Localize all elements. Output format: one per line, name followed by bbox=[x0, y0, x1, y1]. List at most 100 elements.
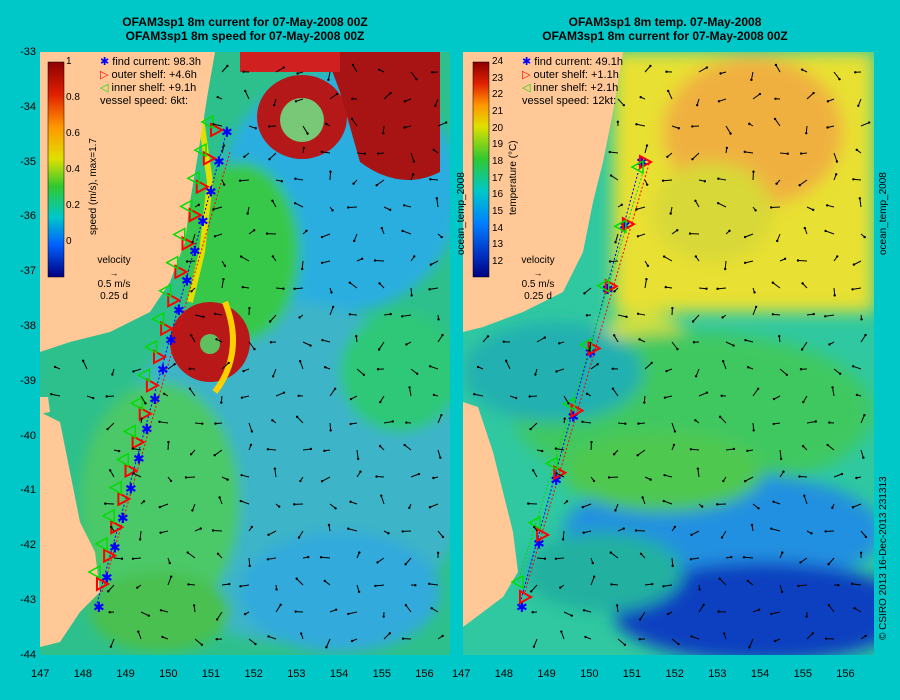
velocity-vector-head bbox=[721, 536, 723, 538]
velocity-vector-head bbox=[187, 583, 189, 585]
velocity-vector-head bbox=[283, 66, 285, 68]
velocity-vector-head bbox=[293, 288, 295, 290]
velocity-vector-head bbox=[429, 506, 431, 508]
velocity-vector-head bbox=[722, 360, 724, 362]
velocity-vector-head bbox=[748, 646, 750, 648]
velocity-vector-head bbox=[405, 604, 407, 606]
velocity-vector-head bbox=[300, 632, 302, 634]
velocity-vector-head bbox=[744, 339, 746, 341]
velocity-vector-head bbox=[331, 209, 333, 211]
velocity-vector-head bbox=[676, 229, 678, 231]
velocity-vector-head bbox=[810, 532, 812, 534]
find-current-marker: ✱ bbox=[133, 451, 145, 467]
velocity-vector-head bbox=[752, 170, 754, 172]
velocity-vector-head bbox=[487, 335, 489, 337]
find-current-marker: ✱ bbox=[149, 391, 161, 407]
left-velocity-speed: 0.5 m/s bbox=[84, 279, 144, 291]
velocity-vector-head bbox=[857, 105, 859, 107]
velocity-vector-head bbox=[392, 420, 394, 422]
velocity-vector-head bbox=[690, 635, 692, 637]
velocity-vector-head bbox=[505, 360, 507, 362]
find-current-marker: ✱ bbox=[213, 154, 225, 170]
velocity-vector-head bbox=[408, 386, 410, 388]
velocity-vector-head bbox=[639, 638, 641, 640]
velocity-vector-head bbox=[303, 147, 305, 149]
velocity-vector-head bbox=[610, 551, 612, 553]
velocity-vector-head bbox=[412, 173, 414, 175]
velocity-vector-head bbox=[692, 320, 694, 322]
velocity-vector-head bbox=[815, 420, 817, 422]
velocity-vector-head bbox=[698, 588, 700, 590]
velocity-vector-head bbox=[110, 645, 112, 647]
velocity-vector-head bbox=[198, 204, 200, 206]
velocity-vector-head bbox=[836, 160, 838, 162]
velocity-vector-head bbox=[170, 575, 172, 577]
velocity-vector-head bbox=[566, 500, 568, 502]
velocity-vector-head bbox=[677, 643, 679, 645]
velocity-vector-head bbox=[352, 183, 354, 185]
velocity-vector-head bbox=[328, 524, 330, 526]
velocity-vector-head bbox=[167, 441, 169, 443]
velocity-vector-head bbox=[332, 306, 334, 308]
right-velocity-duration: 0.25 d bbox=[508, 291, 568, 303]
velocity-vector-head bbox=[701, 505, 703, 507]
colorbar-tick: 1 bbox=[66, 56, 72, 67]
velocity-vector-head bbox=[646, 183, 648, 185]
velocity-vector-head bbox=[674, 430, 676, 432]
velocity-vector-head bbox=[624, 422, 626, 424]
velocity-vector-head bbox=[719, 578, 721, 580]
velocity-vector-head bbox=[403, 126, 405, 128]
velocity-vector-head bbox=[805, 615, 807, 617]
left-title-line1: OFAM3sp1 8m current for 07-May-2008 00Z bbox=[35, 15, 455, 29]
velocity-vector-head bbox=[439, 457, 441, 459]
velocity-vector-head bbox=[862, 457, 864, 459]
velocity-vector-head bbox=[608, 476, 610, 478]
temperature-colorbar-label: temperature (°C) bbox=[508, 140, 519, 215]
velocity-vector-head bbox=[774, 640, 776, 642]
left-outer-shelf: outer shelf: +4.6h bbox=[112, 69, 197, 81]
velocity-vector-head bbox=[617, 121, 619, 123]
velocity-vector-head bbox=[593, 575, 595, 577]
velocity-vector-head bbox=[415, 78, 417, 80]
velocity-vector-head bbox=[121, 558, 123, 560]
left-velocity-title: velocity bbox=[84, 255, 144, 267]
velocity-vector-head bbox=[216, 96, 218, 98]
find-current-marker-icon: ✱ bbox=[522, 56, 531, 68]
velocity-vector-head bbox=[775, 64, 777, 66]
velocity-vector-head bbox=[418, 473, 420, 475]
velocity-vector-head bbox=[442, 635, 444, 637]
velocity-vector-head bbox=[214, 235, 216, 237]
velocity-vector-head bbox=[759, 93, 761, 95]
velocity-vector-head bbox=[274, 467, 276, 469]
velocity-vector-head bbox=[445, 121, 447, 123]
left-find-current: find current: 98.3h bbox=[112, 56, 201, 68]
velocity-vector-head bbox=[268, 125, 270, 127]
velocity-vector-head bbox=[336, 93, 338, 95]
velocity-vector-head bbox=[555, 558, 557, 560]
colorbar-tick: 14 bbox=[492, 223, 503, 234]
velocity-vector-head bbox=[752, 429, 754, 431]
velocity-vector-head bbox=[571, 614, 573, 616]
velocity-vector-head bbox=[835, 173, 837, 175]
velocity-vector-head bbox=[141, 417, 143, 419]
velocity-vector-head bbox=[590, 441, 592, 443]
velocity-vector-head bbox=[430, 263, 432, 265]
velocity-vector-head bbox=[860, 318, 862, 320]
velocity-vector-head bbox=[801, 282, 803, 284]
velocity-vector-head bbox=[54, 366, 56, 368]
velocity-vector-head bbox=[718, 610, 720, 612]
velocity-vector-head bbox=[223, 183, 225, 185]
velocity-vector-head bbox=[555, 447, 557, 449]
left-legend: ✱ find current: 98.3h ▷ outer shelf: +4.… bbox=[100, 56, 201, 108]
longitude-tick: 152 bbox=[666, 668, 684, 680]
velocity-vector-head bbox=[111, 373, 113, 375]
velocity-vector-head bbox=[802, 401, 804, 403]
velocity-vector-head bbox=[309, 344, 311, 346]
latitude-tick: -36 bbox=[6, 210, 36, 222]
velocity-vector-head bbox=[772, 423, 774, 425]
longitude-tick: 148 bbox=[74, 668, 92, 680]
velocity-vector-head bbox=[355, 335, 357, 337]
velocity-vector-head bbox=[639, 618, 641, 620]
velocity-vector-head bbox=[224, 265, 226, 267]
longitude-tick: 154 bbox=[330, 668, 348, 680]
